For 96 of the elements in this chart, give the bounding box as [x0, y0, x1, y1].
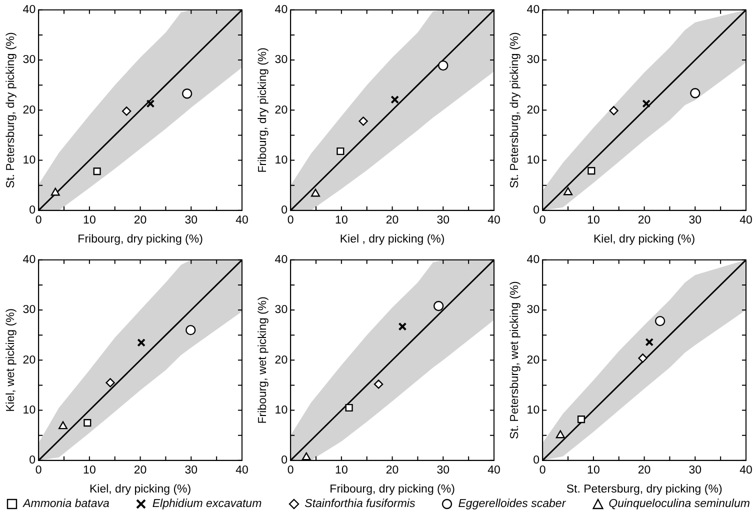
y-axis-title: Fribourg, dry picking (%) — [257, 47, 270, 173]
x-tick-label: 40 — [740, 464, 752, 476]
y-tick-label: 20 — [274, 104, 288, 116]
point — [146, 99, 155, 108]
y-tick-label: 30 — [22, 304, 36, 316]
y-tick-label: 10 — [22, 154, 36, 166]
y-tick-label: 40 — [274, 254, 288, 266]
y-tick-label: 40 — [274, 4, 288, 16]
point — [556, 430, 565, 438]
x-tick-label: 10 — [335, 214, 348, 226]
point — [137, 338, 146, 347]
point — [186, 324, 196, 336]
y-tick-label: 0 — [29, 454, 36, 467]
x-tick-label: 10 — [587, 464, 600, 476]
x-tick-label: 20 — [638, 464, 651, 476]
x-tick-label: 30 — [688, 214, 702, 226]
point — [182, 88, 192, 99]
y-tick-label: 30 — [526, 54, 540, 66]
legend-label: Quinqueloculina seminulum — [608, 498, 750, 510]
x-tick-label: 30 — [436, 464, 450, 476]
point — [345, 404, 353, 412]
point — [654, 316, 666, 326]
point — [398, 322, 407, 331]
x-tick-label: 20 — [638, 214, 651, 226]
x-tick-label: 40 — [236, 214, 248, 226]
legend-label: Ammonia batava — [23, 498, 110, 510]
y-axis-title: St. Petersburg, wet picking (%) — [509, 281, 522, 440]
y-tick-label: 10 — [526, 404, 540, 416]
y-tick-label: 0 — [281, 204, 288, 217]
x-tick-label: 20 — [386, 464, 399, 476]
y-tick-label: 20 — [22, 104, 36, 116]
point — [577, 416, 586, 424]
y-tick-label: 40 — [22, 4, 36, 16]
x-tick-label: 20 — [386, 214, 399, 226]
x-tick-label: 30 — [688, 464, 702, 476]
y-tick-label: 20 — [274, 354, 288, 366]
legend-label: Eggerelloides scaber — [458, 498, 566, 510]
point — [374, 380, 384, 389]
legend-label: Elphidium excavatum — [152, 498, 262, 510]
x-tick-label: 30 — [184, 464, 198, 476]
y-axis-title: Fribourg, wet picking (%) — [257, 296, 270, 424]
y-tick-label: 40 — [526, 4, 540, 16]
point — [84, 419, 92, 427]
y-tick-label: 30 — [526, 304, 540, 316]
x-axis-title: St. Petersburg, dry picking (%) — [566, 483, 722, 496]
y-tick-label: 40 — [526, 254, 540, 266]
x-tick-label: 10 — [587, 214, 600, 226]
point — [358, 116, 368, 126]
y-tick-label: 10 — [274, 154, 288, 166]
y-tick-label: 10 — [274, 404, 288, 416]
point — [106, 378, 115, 388]
point — [645, 338, 654, 346]
x-tick-label: 40 — [236, 464, 248, 476]
y-tick-label: 10 — [22, 404, 36, 416]
x-axis-title: Kiel, dry picking (%) — [89, 483, 192, 496]
y-tick-label: 0 — [533, 204, 540, 217]
x-tick-label: 20 — [134, 214, 147, 226]
y-tick-label: 30 — [274, 54, 288, 66]
x-axis-title: Fribourg, dry picking (%) — [330, 483, 456, 496]
y-tick-label: 0 — [281, 454, 288, 467]
x-axis-title: Kiel , dry picking (%) — [340, 233, 445, 246]
y-tick-label: 40 — [22, 254, 36, 266]
y-tick-label: 0 — [29, 204, 36, 217]
y-tick-label: 10 — [526, 154, 540, 166]
point — [93, 168, 101, 176]
y-axis-title: Kiel, wet picking (%) — [5, 308, 18, 412]
point — [58, 421, 68, 430]
y-tick-label: 30 — [274, 304, 288, 316]
y-tick-label: 20 — [526, 104, 540, 116]
x-tick-label: 40 — [740, 214, 752, 226]
y-tick-label: 0 — [533, 454, 540, 467]
x-tick-label: 30 — [184, 214, 198, 226]
y-axis-title: St. Petersburg, dry picking (%) — [509, 32, 522, 188]
point — [390, 95, 400, 104]
x-tick-label: 40 — [488, 214, 500, 226]
y-tick-label: 20 — [22, 354, 36, 366]
point — [122, 106, 132, 116]
point — [311, 188, 320, 197]
y-axis-title: St. Petersburg, dry picking (%) — [5, 32, 18, 188]
point — [336, 147, 344, 156]
x-tick-label: 10 — [83, 214, 96, 226]
x-tick-label: 30 — [436, 214, 450, 226]
y-tick-label: 20 — [526, 354, 540, 366]
x-tick-label: 20 — [134, 464, 147, 476]
y-tick-label: 30 — [22, 54, 36, 66]
x-tick-label: 10 — [83, 464, 96, 476]
x-tick-label: 10 — [335, 464, 348, 476]
point — [302, 452, 311, 460]
x-axis-title: Kiel, dry picking (%) — [593, 233, 696, 246]
point — [638, 354, 648, 363]
legend-label: Stainforthia fusiformis — [304, 498, 416, 510]
point — [438, 60, 448, 71]
x-tick-label: 40 — [488, 464, 500, 476]
point — [433, 300, 444, 312]
point — [50, 188, 60, 196]
x-axis-title: Fribourg, dry picking (%) — [78, 233, 204, 246]
